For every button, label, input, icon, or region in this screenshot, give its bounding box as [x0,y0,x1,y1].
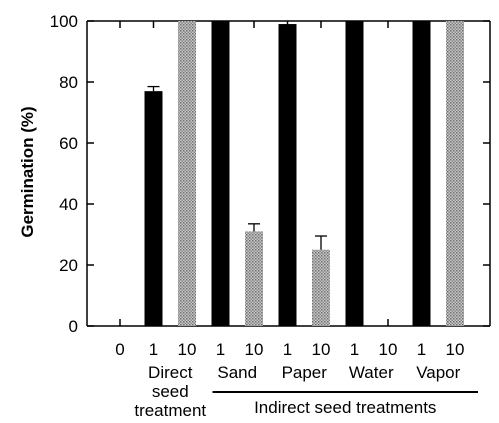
y-tick-label: 20 [59,256,78,275]
group-label: Direct [148,363,193,382]
bar [178,21,196,326]
x-tick-label: 1 [283,340,292,359]
indirect-bracket-label: Indirect seed treatments [254,398,436,417]
plot-area: 0 20 40 60 80 100 0 1 10 1 10 1 10 1 10 1 10 Directseedtr… [50,12,491,420]
group-label: seed [152,382,189,401]
y-tick-label: 0 [69,317,78,336]
bar [345,21,364,326]
x-tick-label: 10 [379,340,398,359]
y-tick-label: 100 [50,12,78,31]
bar [312,249,330,326]
x-tick-label: 0 [115,340,124,359]
y-tick-label: 80 [59,73,78,92]
y-tick-label: 40 [59,195,78,214]
bar [412,21,431,326]
x-tick-label: 10 [446,340,465,359]
bar [278,24,297,327]
bar [446,21,464,326]
group-label: Paper [282,363,328,382]
x-tick-label: 1 [417,340,426,359]
x-tick-label: 10 [245,340,264,359]
group-label: Sand [217,363,257,382]
y-axis-label: Germination (%) [18,106,37,237]
bar [211,21,230,326]
x-tick-label: 10 [312,340,331,359]
x-tick-label: 1 [350,340,359,359]
bar [144,91,163,327]
x-tick-label: 1 [149,340,158,359]
x-tick-label: 1 [216,340,225,359]
group-label: treatment [134,401,206,420]
group-label: Vapor [416,363,460,382]
x-tick-label: 10 [178,340,197,359]
y-tick-label: 60 [59,134,78,153]
group-label: Water [349,363,394,382]
bar [245,231,263,326]
